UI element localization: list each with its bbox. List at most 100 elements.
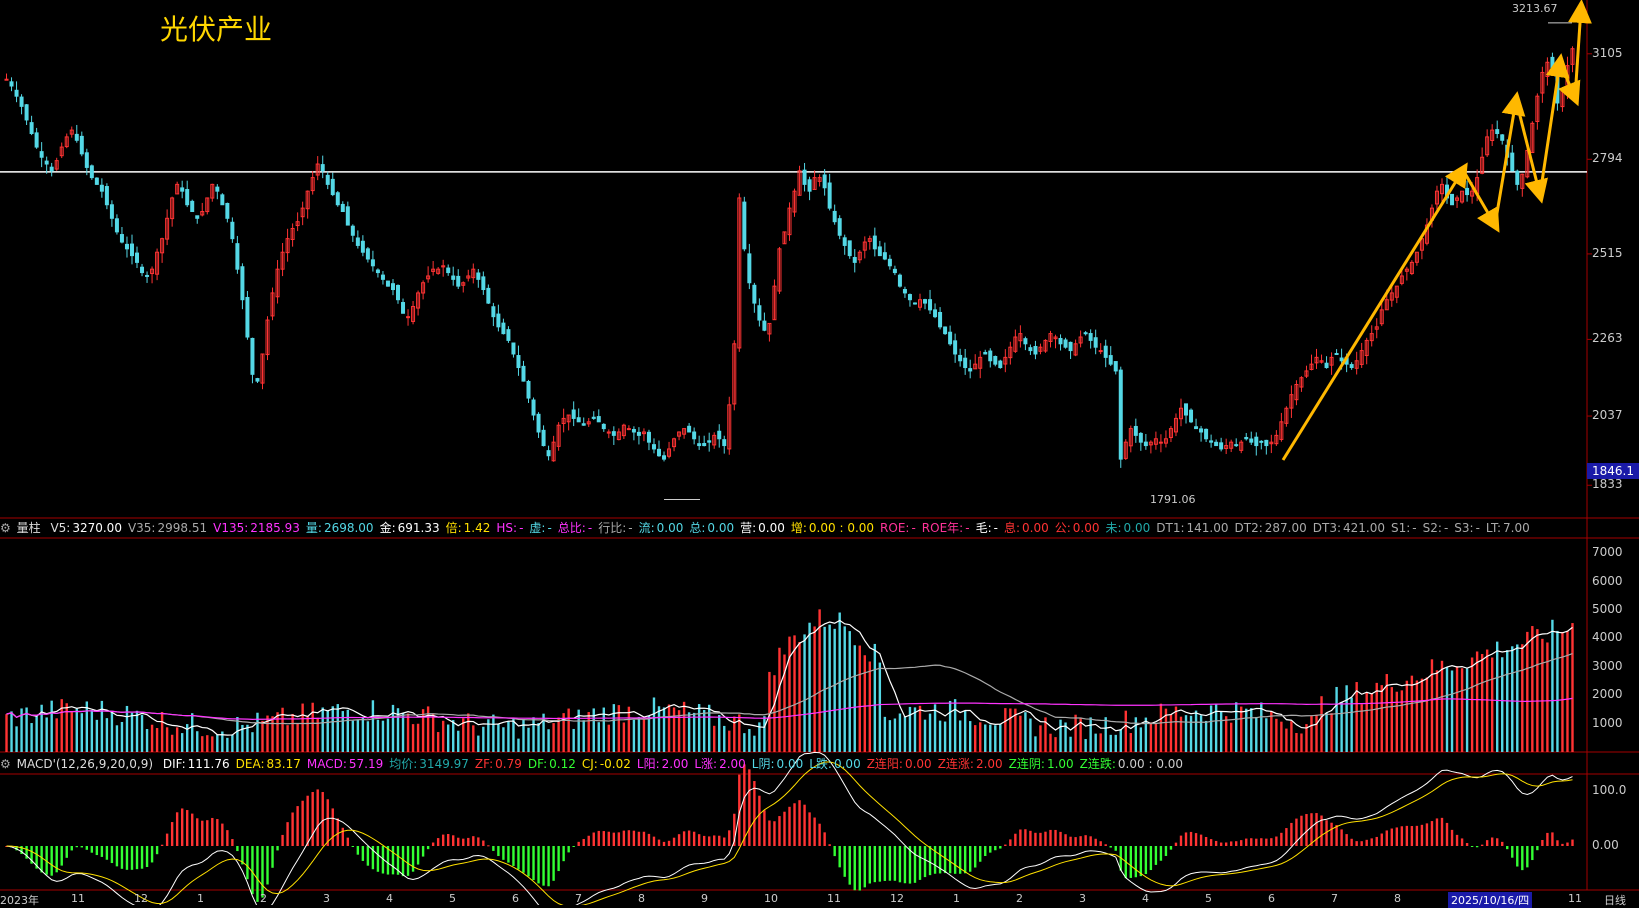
macd-histogram-bar: [1395, 827, 1399, 846]
candle-body: [1133, 425, 1138, 436]
macd-histogram-bar: [266, 846, 269, 885]
candle-body: [360, 240, 365, 253]
volume-bar: [55, 718, 58, 752]
candle-body: [662, 455, 667, 460]
macd-histogram-bar: [296, 806, 299, 846]
candle-body: [89, 165, 94, 179]
date-tick-label: 12: [134, 892, 148, 905]
volume-bar: [1415, 680, 1419, 752]
volume-bar: [1059, 719, 1062, 752]
volume-indicator-name[interactable]: 量柱: [16, 521, 41, 535]
volume-bar: [803, 634, 806, 752]
macd-histogram-bar: [1320, 815, 1323, 846]
volume-bar: [85, 701, 89, 752]
period-label[interactable]: 日线: [1604, 894, 1626, 907]
candle-body: [1178, 407, 1183, 420]
candle-body: [611, 431, 616, 436]
volume-bar: [748, 729, 751, 752]
volume-bar: [346, 709, 350, 752]
macd-histogram-bar: [140, 846, 144, 869]
volume-bar: [923, 719, 927, 752]
candle-body: [1304, 370, 1309, 377]
volume-bar: [80, 713, 83, 752]
macd-histogram-bar: [692, 831, 696, 846]
candle-body: [345, 206, 350, 226]
volume-bar: [326, 710, 329, 752]
indicator-field: L跌: 0.00: [809, 757, 860, 771]
macd-histogram-bar: [502, 846, 505, 860]
indicator-value: 691.33: [397, 521, 440, 535]
date-tick-label: 4: [386, 892, 393, 905]
volume-bar: [271, 716, 274, 752]
candle-body: [225, 202, 230, 219]
candle-body: [365, 248, 370, 260]
volume-bar: [723, 725, 726, 752]
macd-histogram-bar: [778, 816, 781, 846]
volume-bar: [1546, 642, 1549, 752]
macd-histogram-bar: [110, 846, 114, 864]
date-tick-label: 2023年: [0, 894, 39, 907]
volume-bar: [707, 704, 711, 752]
volume-bar: [788, 636, 791, 752]
volume-bar: [582, 720, 585, 752]
volume-bar: [1224, 716, 1228, 752]
macd-histogram-bar: [391, 846, 395, 875]
indicator-key: DIF:: [162, 757, 186, 771]
candle-body: [1374, 326, 1379, 330]
volume-bar: [1430, 659, 1434, 752]
macd-histogram-bar: [567, 846, 570, 853]
macd-histogram-bar: [707, 836, 711, 846]
macd-histogram-bar: [552, 846, 555, 881]
volume-bar: [211, 736, 214, 752]
candle-body: [94, 177, 99, 185]
volume-bar: [1435, 670, 1439, 752]
volume-bar: [15, 726, 18, 752]
candle-body: [1123, 441, 1128, 459]
macd-histogram-bar: [1360, 841, 1363, 846]
gear-icon[interactable]: ⚙: [0, 521, 11, 535]
macd-histogram-bar: [979, 846, 982, 862]
candle-body: [1098, 350, 1103, 353]
macd-histogram-bar: [276, 846, 279, 851]
volume-bar: [441, 720, 445, 752]
macd-histogram-bar: [1465, 843, 1469, 846]
gear-icon[interactable]: ⚙: [0, 757, 11, 771]
indicator-value: 0.00: [1072, 521, 1100, 535]
macd-histogram-bar: [1255, 838, 1258, 846]
indicator-field: ROE: -: [880, 521, 916, 535]
indicator-field: 虚: -: [529, 521, 551, 535]
indicator-value: -: [628, 521, 633, 535]
indicator-value: -: [1443, 521, 1449, 535]
macd-histogram-bar: [75, 846, 78, 848]
macd-histogram-bar: [211, 817, 214, 846]
low-annotation: 1791.06: [1150, 493, 1196, 506]
macd-histogram-bar: [1049, 829, 1052, 846]
macd-histogram-bar: [1159, 846, 1163, 861]
macd-histogram-bar: [376, 846, 380, 872]
macd-histogram-bar: [216, 819, 219, 846]
indicator-key: S2:: [1422, 521, 1442, 535]
volume-bar: [963, 710, 967, 752]
volume-bar: [191, 713, 194, 752]
candle-body: [842, 237, 847, 246]
macd-histogram-bar: [517, 846, 520, 870]
volume-bar: [542, 713, 545, 752]
macd-histogram-bar: [286, 822, 289, 846]
macd-histogram-bar: [1375, 836, 1378, 846]
candle-body: [1058, 337, 1063, 345]
macd-histogram-bar: [65, 846, 68, 858]
macd-histogram-bar: [306, 795, 309, 846]
volume-bar: [713, 725, 716, 752]
macd-histogram-bar: [321, 792, 324, 846]
candle-body: [109, 204, 114, 219]
indicator-key: Z连阳:: [866, 757, 903, 771]
candle-body: [1108, 355, 1113, 365]
macd-histogram-bar: [908, 846, 912, 884]
volume-bar: [828, 624, 831, 752]
macd-indicator-name[interactable]: MACD'(12,26,9,20,0,9): [16, 757, 154, 771]
macd-histogram-bar: [1355, 841, 1358, 846]
macd-histogram-bar: [984, 846, 987, 856]
volume-bar: [637, 716, 641, 752]
indicator-field: V135: 2185.93: [213, 521, 300, 535]
candle-body: [692, 431, 697, 440]
